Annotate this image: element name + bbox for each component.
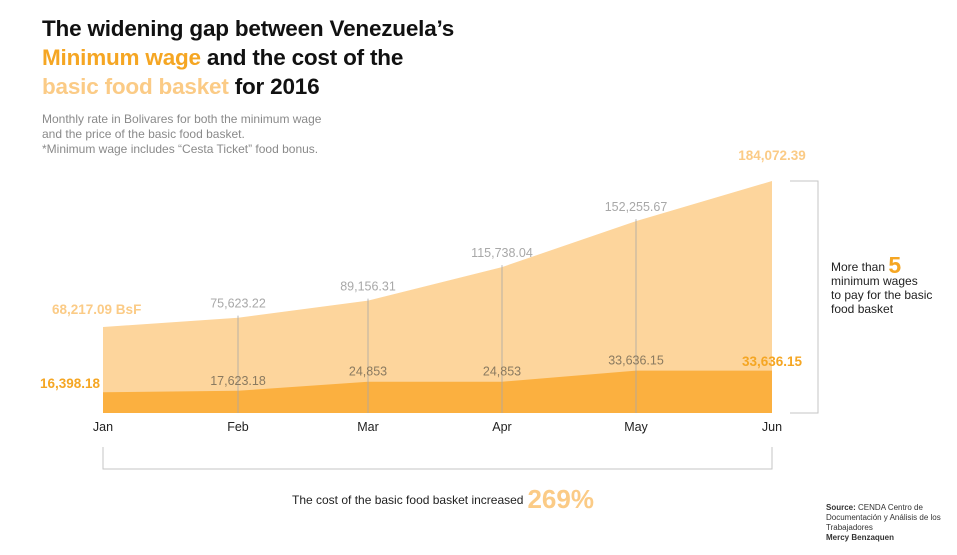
food-value-label: 115,738.04 <box>471 246 533 260</box>
ratio-number: 5 <box>888 252 902 278</box>
x-tick-label-mar: Mar <box>357 420 379 434</box>
source-text: CENDA Centro de Documentación y Análisis… <box>826 503 941 532</box>
ratio-prefix: More than <box>831 260 886 274</box>
food-value-label: 89,156.31 <box>340 280 396 294</box>
source-label: Source: <box>826 503 856 512</box>
ratio-annotation: More than 5 minimum wages to pay for the… <box>831 254 951 317</box>
food-value-label: 184,072.39 <box>738 148 806 163</box>
increase-text: The cost of the basic food basket increa… <box>292 493 524 507</box>
ratio-line-1: More than 5 <box>831 254 951 277</box>
increase-percent: 269% <box>527 484 594 514</box>
source-credit: Source: CENDA Centro de Documentación y … <box>826 503 957 543</box>
source-line: Source: CENDA Centro de Documentación y … <box>826 503 957 533</box>
wage-value-label: 33,636.15 <box>742 354 803 369</box>
title-line-3-rest: for 2016 <box>228 74 320 99</box>
wage-value-label: 33,636.15 <box>608 354 664 368</box>
increase-annotation: The cost of the basic food basket increa… <box>292 484 594 515</box>
x-tick-label-may: May <box>624 420 648 434</box>
food-value-label: 75,623.22 <box>210 297 266 311</box>
title-line-3: basic food basket for 2016 <box>42 72 562 101</box>
subtitle-line-1: Monthly rate in Bolivares for both the m… <box>42 112 322 126</box>
increase-bracket <box>102 447 773 470</box>
ratio-line-3: to pay for the basic <box>831 288 933 302</box>
wage-value-label: 16,398.18 <box>40 376 101 391</box>
x-tick-label-jan: Jan <box>93 420 113 434</box>
chart-title: The widening gap between Venezuela’s Min… <box>42 14 562 101</box>
chart-subtitle: Monthly rate in Bolivares for both the m… <box>42 112 402 157</box>
ratio-line-4: food basket <box>831 302 894 316</box>
ratio-line-2: minimum wages <box>831 274 918 288</box>
food-value-label: 152,255.67 <box>605 200 668 214</box>
x-tick-label-jun: Jun <box>762 420 782 434</box>
food-value-label: 68,217.09 BsF <box>52 302 141 317</box>
wage-value-label: 17,623.18 <box>210 374 266 388</box>
food-basket-area <box>103 181 772 413</box>
wage-value-label: 24,853 <box>483 365 521 379</box>
x-tick-label-feb: Feb <box>227 420 249 434</box>
source-author: Mercy Benzaquen <box>826 533 895 542</box>
subtitle-line-2: and the price of the basic food basket. <box>42 127 245 141</box>
title-line-2: Minimum wage and the cost of the <box>42 43 562 72</box>
wage-value-label: 24,853 <box>349 365 387 379</box>
ratio-bracket <box>790 180 819 414</box>
subtitle-line-3: *Minimum wage includes “Cesta Ticket” fo… <box>42 142 319 156</box>
title-line-2-rest: and the cost of the <box>200 45 404 70</box>
minimum-wage-area <box>103 370 772 413</box>
title-minimum-wage: Minimum wage <box>42 45 201 70</box>
title-line-1: The widening gap between Venezuela’s <box>42 16 455 41</box>
x-tick-label-apr: Apr <box>492 420 511 434</box>
title-food-basket: basic food basket <box>42 74 229 99</box>
